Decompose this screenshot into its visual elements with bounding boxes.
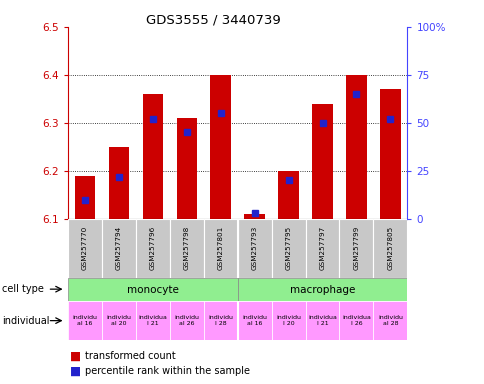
Bar [312,104,332,219]
Text: GSM257805: GSM257805 [387,225,393,270]
Text: GSM257799: GSM257799 [353,225,359,270]
Bar [339,219,373,278]
Bar [108,147,129,219]
Text: ■: ■ [70,350,81,363]
Text: individu
l 20: individu l 20 [275,315,301,326]
Text: cell type: cell type [2,284,44,294]
Text: GSM257798: GSM257798 [183,225,189,270]
Text: individu
al 16: individu al 16 [72,315,97,326]
Text: individua
l 21: individua l 21 [138,315,167,326]
Bar [339,301,373,340]
Bar [346,75,366,219]
Bar [203,301,237,340]
Bar [75,175,95,219]
Bar [176,118,197,219]
Text: ■: ■ [70,365,81,378]
Text: GSM257793: GSM257793 [251,225,257,270]
Text: individua
l 21: individua l 21 [307,315,336,326]
Bar [379,89,400,219]
Text: GSM257770: GSM257770 [82,225,88,270]
Bar [68,219,102,278]
Text: GSM257795: GSM257795 [285,225,291,270]
Text: percentile rank within the sample: percentile rank within the sample [85,366,249,376]
Text: GSM257796: GSM257796 [150,225,155,270]
Bar [169,219,203,278]
Text: GSM257794: GSM257794 [116,225,121,270]
Text: macrophage: macrophage [289,285,354,295]
Text: GSM257797: GSM257797 [319,225,325,270]
Bar [136,219,169,278]
Bar [237,219,271,278]
Bar [68,301,102,340]
Text: individual: individual [2,316,50,326]
Bar [136,301,169,340]
Text: individu
l 28: individu l 28 [208,315,233,326]
Bar [271,219,305,278]
Bar [237,301,271,340]
Text: individua
l 26: individua l 26 [341,315,370,326]
Text: individu
al 26: individu al 26 [174,315,199,326]
Bar [68,278,237,301]
Text: monocyte: monocyte [127,285,178,295]
Bar [305,301,339,340]
Text: individu
al 16: individu al 16 [242,315,267,326]
Text: GDS3555 / 3440739: GDS3555 / 3440739 [146,13,280,26]
Bar [278,171,298,219]
Bar [237,278,407,301]
Bar [305,219,339,278]
Text: individu
al 20: individu al 20 [106,315,131,326]
Text: transformed count: transformed count [85,351,175,361]
Text: GSM257801: GSM257801 [217,225,223,270]
Bar [271,301,305,340]
Bar [102,219,136,278]
Bar [142,94,163,219]
Bar [203,219,237,278]
Bar [373,301,407,340]
Bar [244,214,264,219]
Bar [169,301,203,340]
Text: individu
al 28: individu al 28 [377,315,402,326]
Bar [102,301,136,340]
Bar [373,219,407,278]
Bar [210,75,230,219]
